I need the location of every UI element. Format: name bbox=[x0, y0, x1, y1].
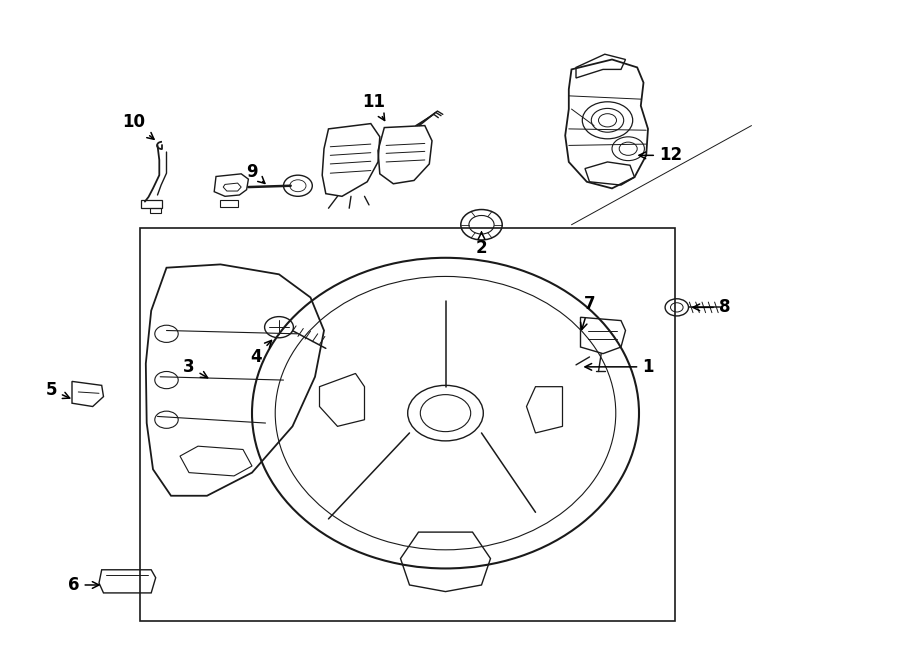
Text: 4: 4 bbox=[251, 340, 272, 366]
Text: 12: 12 bbox=[639, 146, 682, 165]
Text: 9: 9 bbox=[247, 163, 265, 183]
Text: 10: 10 bbox=[122, 113, 154, 139]
Text: 11: 11 bbox=[362, 93, 385, 120]
Text: 7: 7 bbox=[580, 295, 595, 330]
Text: 3: 3 bbox=[184, 358, 208, 378]
Text: 8: 8 bbox=[693, 298, 730, 317]
Text: 2: 2 bbox=[476, 233, 487, 257]
Text: 1: 1 bbox=[585, 358, 653, 376]
Bar bbox=[140, 228, 675, 621]
Text: 5: 5 bbox=[46, 381, 69, 399]
Text: 6: 6 bbox=[68, 576, 99, 594]
